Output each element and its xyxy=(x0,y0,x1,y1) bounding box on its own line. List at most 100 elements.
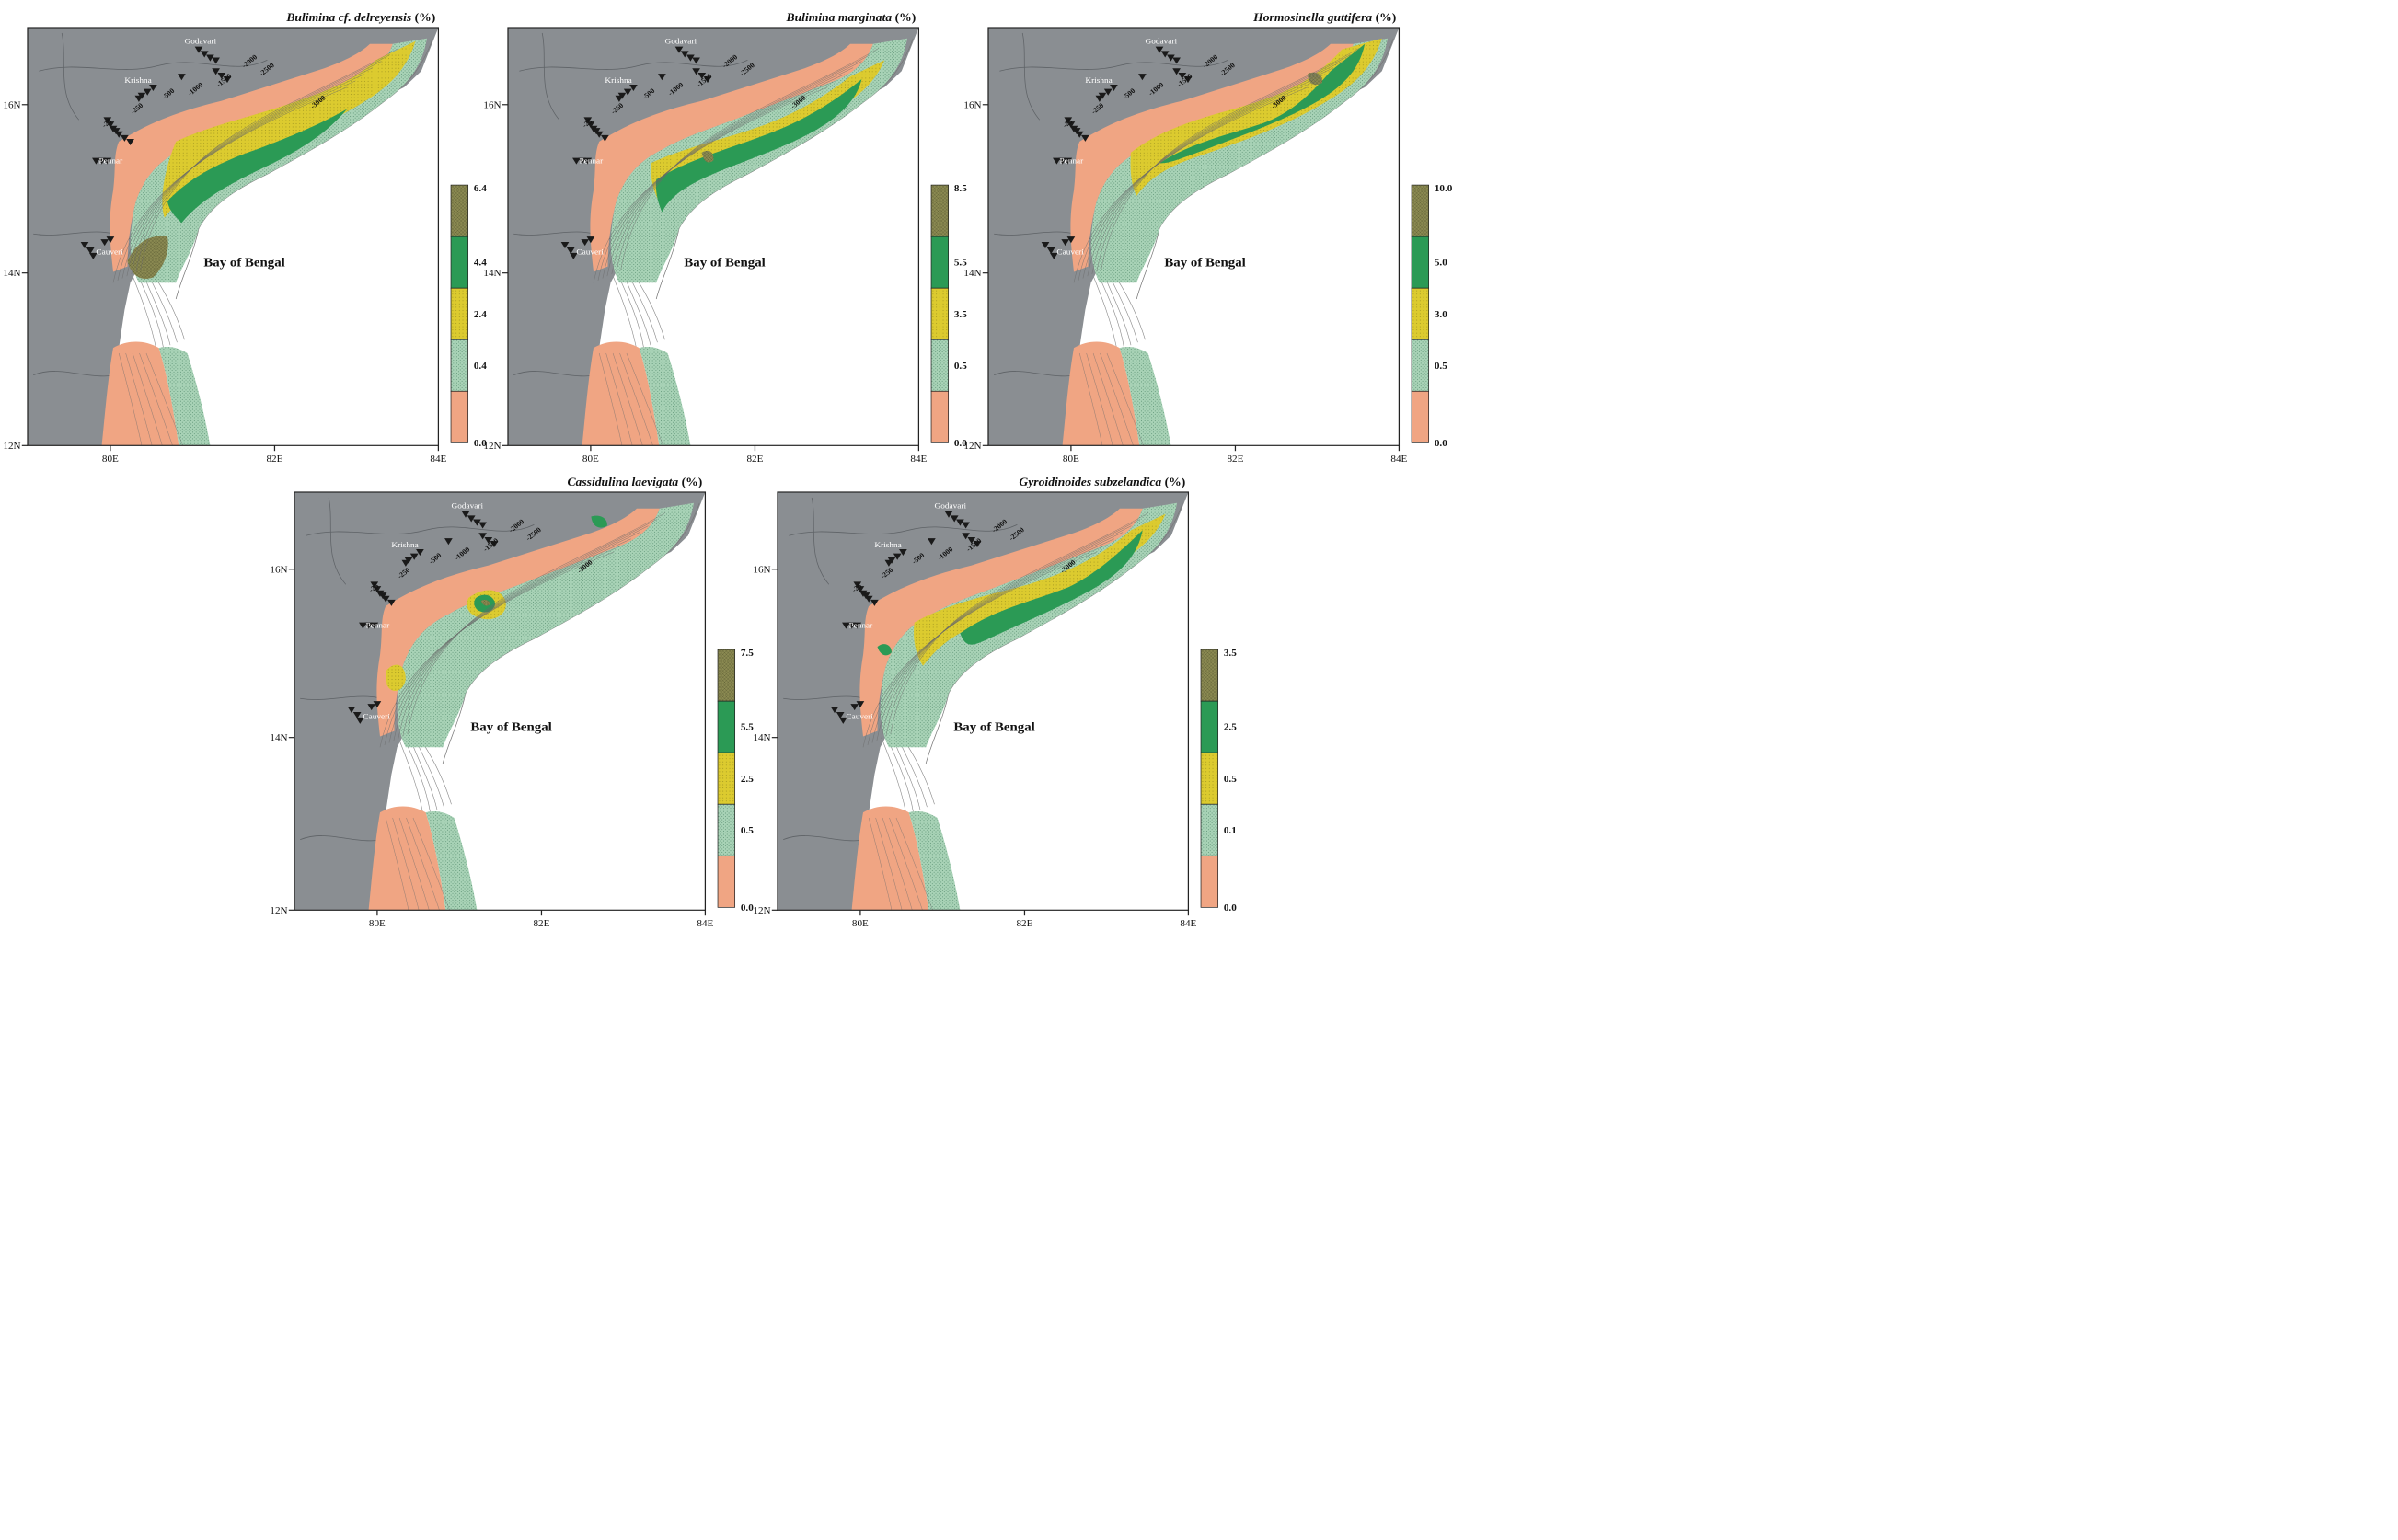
lon-tick-label: 82E xyxy=(266,454,282,465)
sample-marker xyxy=(149,84,157,92)
sample-marker xyxy=(364,622,373,629)
depth-contour xyxy=(895,817,933,911)
legend-label: 3.5 xyxy=(1224,648,1238,659)
river-label-godavari: Godavari xyxy=(452,501,484,511)
sample-marker xyxy=(200,51,209,58)
zone-class-2-pattern xyxy=(651,60,885,207)
legend-swatch xyxy=(1411,236,1430,289)
sample-marker xyxy=(347,707,356,714)
sample-marker xyxy=(80,242,89,249)
legend-label: 2.5 xyxy=(1224,722,1238,733)
lon-tick-label: 84E xyxy=(1180,918,1196,929)
depth-contour xyxy=(121,74,364,279)
sample-marker xyxy=(615,95,624,102)
sample-marker xyxy=(143,88,152,96)
sample-marker xyxy=(206,54,214,62)
sample-marker xyxy=(373,586,382,593)
lat-tick-label: 14N xyxy=(753,732,770,743)
panel-title-species: Hormosinella guttifera xyxy=(1252,10,1372,24)
sample-marker xyxy=(594,131,604,138)
sample-marker xyxy=(1095,95,1104,102)
sample-marker xyxy=(1058,157,1066,165)
depth-contour xyxy=(875,817,903,911)
river-label-cauveri: Cauveri xyxy=(1056,247,1084,257)
lat-tick-label: 14N xyxy=(3,268,20,279)
legend-label: 3.0 xyxy=(1435,309,1448,320)
depth-contour xyxy=(1087,67,1334,277)
panel-title: Gyroidinoides subzelandica (%) xyxy=(1019,475,1185,488)
sample-marker xyxy=(490,541,499,548)
panel-title-unit: (%) xyxy=(411,10,435,24)
sample-marker xyxy=(692,68,700,75)
legend-swatch xyxy=(450,390,469,443)
sample-marker xyxy=(121,134,129,142)
sample-marker xyxy=(1155,46,1164,53)
sample-marker xyxy=(944,511,953,518)
sample-marker xyxy=(381,595,390,603)
depth-contour xyxy=(1092,352,1124,446)
legend-label: 5.5 xyxy=(741,722,755,733)
sample-marker xyxy=(674,46,684,53)
sample-marker xyxy=(697,72,707,80)
lon-tick-label: 82E xyxy=(1016,918,1032,929)
lon-tick-label: 80E xyxy=(582,454,599,465)
lon-tick-label: 84E xyxy=(697,918,713,929)
sample-marker xyxy=(853,581,862,589)
legend-swatch-pattern xyxy=(718,753,735,805)
river-label-cauveri: Cauveri xyxy=(363,712,390,721)
sample-marker xyxy=(359,622,367,629)
legend-swatch xyxy=(1411,390,1430,443)
lat-tick-label: 12N xyxy=(963,441,981,452)
depth-contour xyxy=(126,67,374,277)
sample-marker xyxy=(478,533,487,540)
depth-contour xyxy=(398,817,430,911)
river-label-krishna: Krishna xyxy=(874,540,901,549)
depth-contour xyxy=(885,519,1140,737)
lon-tick-label: 80E xyxy=(852,918,869,929)
sample-marker xyxy=(126,138,134,146)
legend-swatch-pattern xyxy=(931,288,949,340)
river-label-cauveri: Cauveri xyxy=(576,247,604,257)
legend: 8.5 5.5 3.5 0.5 0.0 xyxy=(930,183,967,449)
lat-tick-label: 14N xyxy=(483,268,501,279)
sample-marker xyxy=(134,95,144,102)
sample-marker xyxy=(106,236,115,244)
sample-marker xyxy=(1049,252,1058,259)
sample-marker xyxy=(387,599,396,606)
depth-contour xyxy=(612,352,643,446)
depth-contour xyxy=(1078,352,1103,446)
depth-contour xyxy=(871,538,1114,743)
lon-tick-label: 82E xyxy=(746,454,763,465)
sample-marker xyxy=(884,559,893,567)
sample-marker xyxy=(899,548,907,557)
lon-tick-label: 80E xyxy=(369,918,386,929)
lat-tick-label: 12N xyxy=(753,905,770,916)
depth-contour xyxy=(140,48,399,270)
map-panel-laevigata: GodavariKrishnaPennarCauveri-25-250-500-… xyxy=(270,475,754,929)
sample-marker xyxy=(973,541,982,548)
lat-tick-label: 16N xyxy=(270,565,287,576)
sample-marker xyxy=(212,57,220,64)
zone-class-4-pattern xyxy=(127,236,168,279)
sample-marker xyxy=(114,131,123,138)
sea-label: Bay of Bengal xyxy=(953,720,1034,735)
lon-tick-label: 80E xyxy=(1063,454,1079,465)
river-label-krishna: Krishna xyxy=(391,540,418,549)
sample-marker xyxy=(100,239,110,247)
legend-swatch-pattern xyxy=(1201,753,1218,805)
sample-marker xyxy=(444,538,453,546)
map-area: GodavariKrishnaPennarCauveri-25-250-500-… xyxy=(270,475,754,929)
zone-class-2-pattern xyxy=(386,590,506,691)
river-label-pennar: Pennar xyxy=(366,621,390,630)
depth-contour xyxy=(1106,352,1144,446)
legend-swatch-pattern xyxy=(1412,185,1429,237)
river-label-pennar: Pennar xyxy=(99,156,123,166)
sample-marker xyxy=(106,121,115,129)
river-label-godavari: Godavari xyxy=(185,37,217,46)
map-area: GodavariKrishnaPennarCauveri-25-250-500-… xyxy=(963,10,1453,465)
sample-marker xyxy=(1046,247,1055,255)
map-frame xyxy=(987,27,1401,446)
sample-marker xyxy=(581,239,590,247)
zone-class-4-pattern xyxy=(701,150,714,163)
sample-marker xyxy=(893,553,902,560)
